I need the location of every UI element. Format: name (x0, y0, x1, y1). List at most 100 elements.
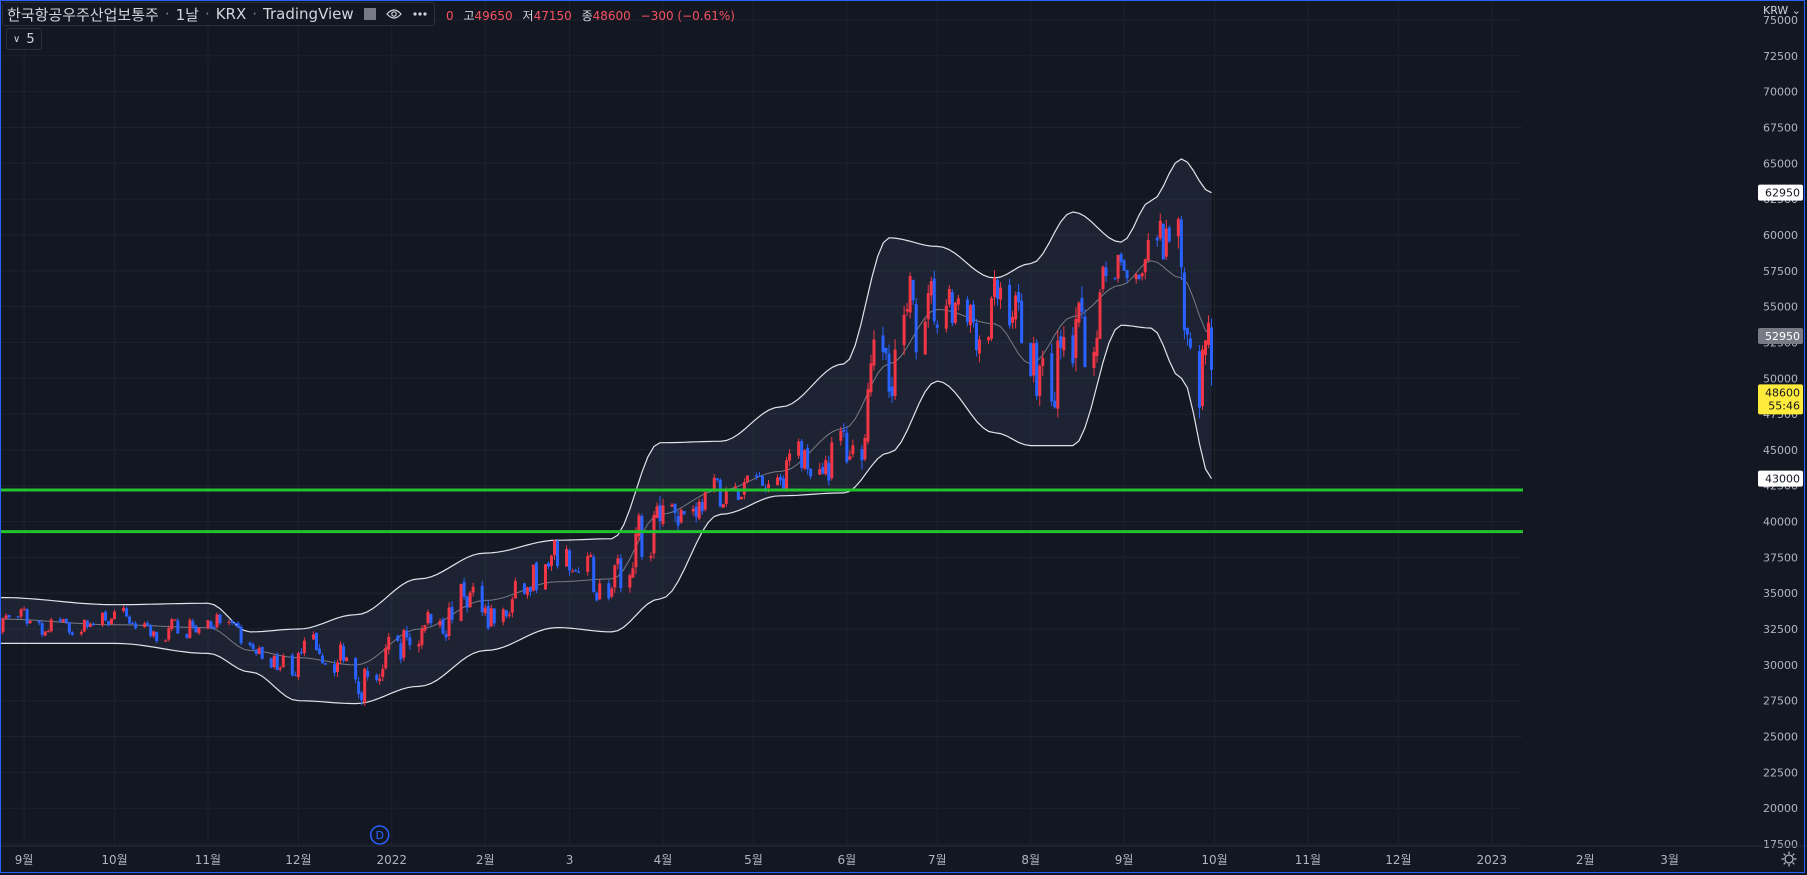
candle (46, 629, 50, 633)
support-lines[interactable] (0, 488, 1526, 534)
candle (1035, 339, 1039, 400)
x-tick-label: 5월 (744, 853, 763, 867)
candle (1188, 332, 1192, 350)
y-tick-label: 72500 (1763, 50, 1798, 63)
indicator-toggle-button[interactable]: ∨ 5 (6, 28, 42, 50)
candle (37, 620, 41, 626)
candle (441, 617, 445, 635)
candle (299, 648, 303, 655)
candle (317, 644, 321, 655)
candle (1092, 346, 1096, 376)
candle (863, 434, 867, 462)
candle (438, 618, 442, 629)
x-tick-label: 8월 (1021, 853, 1040, 867)
candle (1125, 269, 1129, 283)
y-tick-label: 35000 (1763, 587, 1798, 600)
chevron-down-icon: ∨ (13, 33, 21, 45)
candle (70, 631, 74, 637)
candle (28, 620, 32, 624)
candle (113, 609, 117, 620)
eye-icon[interactable] (385, 8, 402, 20)
y-tick-label: 70000 (1763, 86, 1798, 99)
currency-selector[interactable]: KRW ⌄ (1763, 4, 1801, 17)
candle (134, 621, 138, 630)
candle (152, 630, 156, 639)
candle (1140, 272, 1144, 281)
candle (721, 503, 725, 508)
gear-icon[interactable] (1781, 851, 1797, 867)
candle (589, 552, 593, 558)
x-tick-label: 10월 (101, 853, 127, 867)
candle (25, 608, 29, 627)
candle (1077, 301, 1081, 328)
time-axis[interactable]: 9월 10월 11월 12월 2022 2월 3 4월 5월 6월 7월 8월 9월 10월 11월 12월 2… (0, 845, 1807, 867)
candle (504, 609, 508, 619)
candle (444, 630, 448, 642)
y-tick-label: 20000 (1763, 802, 1798, 815)
candle (49, 617, 53, 633)
candle (803, 449, 807, 471)
x-tick-label: 7월 (928, 853, 947, 867)
candle (1101, 265, 1105, 293)
y-tick-label: 65000 (1763, 157, 1798, 170)
dividend-marker-circle[interactable] (369, 825, 390, 845)
candle (553, 539, 557, 560)
candle (396, 635, 400, 643)
price-axis[interactable]: 17500 20000 22500 25000 27500 30000 32500 35000… (1523, 0, 1807, 875)
candle (405, 625, 409, 641)
price-label-basis: 52950 (1758, 327, 1803, 344)
candle (357, 676, 361, 699)
candle (661, 498, 665, 527)
candle (655, 502, 659, 519)
candle (908, 272, 912, 319)
x-tick-label: 11월 (195, 853, 221, 867)
candle (845, 426, 849, 464)
candle (103, 610, 107, 622)
candle (1197, 345, 1201, 419)
candle (1080, 286, 1084, 319)
symbol-title[interactable]: 한국항공우주산업보통주 (7, 5, 159, 24)
candle (218, 613, 222, 625)
candle (462, 577, 466, 600)
candle (1185, 327, 1189, 346)
y-tick-label: 55000 (1763, 301, 1798, 314)
candle (890, 376, 894, 403)
candle (61, 618, 65, 623)
high-label: 고 (463, 9, 475, 23)
currency-label: KRW (1762, 4, 1789, 17)
candle (106, 620, 110, 627)
candle (302, 637, 306, 657)
more-icon[interactable] (412, 11, 428, 17)
price-label-lower_band: 43000 (1758, 470, 1803, 487)
candle (131, 621, 135, 625)
candle (953, 301, 957, 325)
candle (275, 652, 279, 671)
candle (465, 595, 469, 613)
candle (188, 617, 192, 639)
symbol-legend[interactable]: 한국항공우주산업보통주 · 1날 · KRX · TradingView (2, 2, 435, 26)
candle (384, 643, 388, 671)
candle (19, 607, 23, 620)
candle (194, 625, 198, 633)
candle (1206, 315, 1210, 349)
candle (658, 495, 662, 530)
candle (212, 624, 216, 630)
candle (363, 667, 367, 706)
bollinger-bands (0, 158, 1213, 705)
flag-icon[interactable] (363, 8, 376, 20)
y-tick-label: 37500 (1763, 551, 1798, 564)
candle (965, 296, 969, 327)
x-tick-label: 4월 (654, 853, 673, 867)
y-tick-label: 60000 (1763, 229, 1798, 242)
candle (613, 564, 617, 593)
dividend-marker[interactable]: D (369, 825, 390, 845)
candle (82, 619, 86, 633)
interval-label[interactable]: 1날 (175, 5, 199, 24)
candle (468, 590, 472, 608)
candle (682, 510, 686, 516)
x-tick-label: 2022 (377, 853, 408, 867)
candle (122, 605, 126, 613)
y-tick-label: 40000 (1763, 516, 1798, 529)
candle (408, 632, 412, 651)
